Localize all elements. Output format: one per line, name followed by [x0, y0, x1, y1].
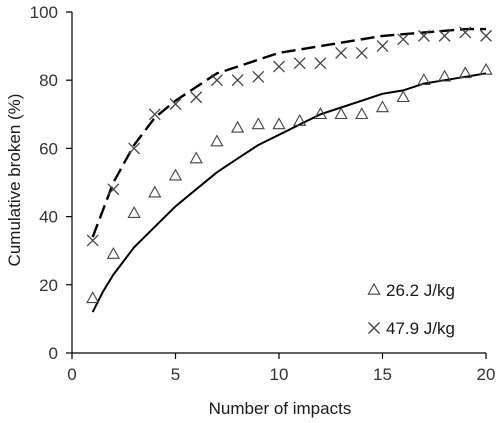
- y-tick-label: 100: [30, 3, 58, 22]
- fit-lines: [91, 27, 487, 313]
- cross-marker: [148, 108, 161, 121]
- triangle-marker: [210, 134, 224, 147]
- legend-label: 47.9 J/kg: [386, 319, 455, 338]
- triangle-marker: [189, 151, 203, 164]
- cross-marker: [86, 234, 99, 247]
- legend-label: 26.2 J/kg: [386, 281, 455, 300]
- legend-triangle-icon: [367, 282, 381, 295]
- cross-marker: [252, 70, 265, 83]
- cross-marker: [376, 40, 389, 53]
- triangle-marker: [127, 206, 141, 218]
- triangle-marker: [230, 120, 245, 133]
- y-tick-label: 0: [49, 344, 58, 363]
- triangle-marker: [272, 117, 286, 130]
- cross-marker: [480, 29, 492, 42]
- fit-line-dashed: [91, 27, 486, 238]
- cross-marker: [273, 60, 285, 73]
- triangle-marker: [148, 185, 162, 198]
- cross-marker: [355, 46, 368, 59]
- cross-marker: [107, 183, 120, 196]
- triangle-marker: [396, 90, 410, 103]
- x-axis-title: Number of impacts: [209, 399, 352, 418]
- triangle-marker: [375, 100, 390, 113]
- triangle-marker: [355, 107, 369, 120]
- cross-marker: [335, 46, 348, 59]
- cross-marker: [293, 57, 306, 70]
- cross-marker: [438, 29, 451, 42]
- x-tick-label: 15: [373, 365, 392, 384]
- triangle-marker: [168, 168, 183, 181]
- y-tick-label: 20: [39, 276, 58, 295]
- legend: 26.2 J/kg 47.9 J/kg: [367, 281, 455, 338]
- triangle-marker: [334, 107, 348, 120]
- triangle-marker: [106, 246, 121, 259]
- triangle-marker: [86, 291, 100, 304]
- y-tick-label: 80: [39, 71, 58, 90]
- cross-marker: [397, 33, 410, 46]
- triangle-marker: [479, 62, 493, 75]
- triangle-marker: [437, 69, 452, 82]
- cross-marker: [231, 74, 244, 87]
- cross-marker: [128, 142, 141, 155]
- triangle-marker: [458, 66, 472, 79]
- cross-marker: [169, 98, 182, 111]
- axes: 0 5 10 15 20 0 20 40 60 80 100: [30, 3, 496, 384]
- x-tick-label: 5: [171, 365, 180, 384]
- x-tick-label: 10: [270, 365, 289, 384]
- triangle-marker: [251, 117, 265, 130]
- triangle-marker: [293, 113, 307, 126]
- data-markers: [86, 26, 493, 304]
- triangle-marker: [313, 107, 328, 120]
- y-tick-label: 40: [39, 208, 58, 227]
- y-axis-title: Cumulative broken (%): [5, 94, 24, 267]
- x-tick-label: 0: [67, 365, 76, 384]
- cross-marker: [314, 57, 327, 70]
- fit-line-solid: [91, 72, 487, 313]
- cross-marker: [459, 26, 472, 39]
- legend-cross-icon: [368, 322, 380, 334]
- cross-marker: [190, 91, 203, 104]
- cross-marker: [210, 74, 223, 87]
- triangle-marker: [417, 73, 431, 85]
- x-tick-label: 20: [477, 365, 496, 384]
- y-tick-label: 60: [39, 139, 58, 158]
- cross-marker: [417, 29, 430, 42]
